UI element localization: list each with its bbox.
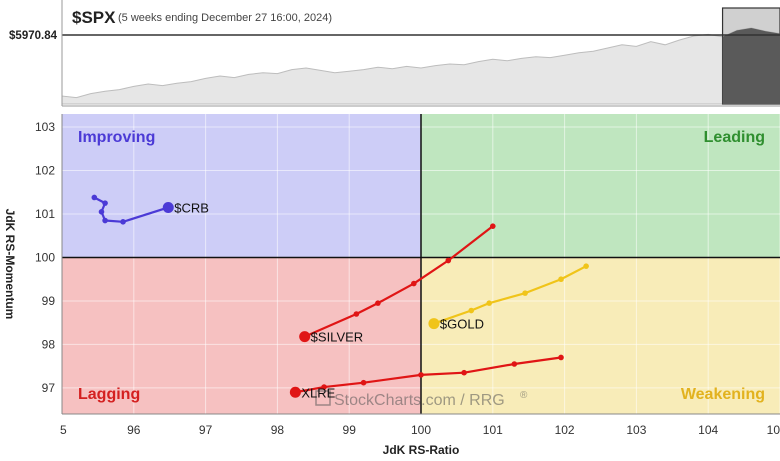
series-point	[102, 200, 108, 206]
watermark-text: StockCharts.com / RRG	[334, 392, 505, 409]
x-tick-label: 5	[60, 423, 67, 437]
series-point	[120, 219, 126, 225]
benchmark-panel: $SPX (5 weeks ending December 27 16:00, …	[9, 0, 780, 107]
series-head-gold[interactable]	[428, 318, 440, 330]
series-label-xlre: XLRE	[301, 385, 335, 400]
y-tick-label: 98	[42, 337, 56, 351]
x-tick-label: 103	[626, 423, 646, 437]
y-tick-label: 97	[42, 381, 56, 395]
series-point	[558, 354, 564, 361]
period-label: (5 weeks ending December 27 16:00, 2024)	[118, 12, 332, 24]
series-point	[102, 217, 108, 224]
symbol-label: $SPX	[72, 8, 116, 27]
series-xlre[interactable]: XLRE	[289, 354, 564, 401]
series-point	[360, 379, 367, 386]
quadrant-label-leading: Leading	[704, 129, 765, 146]
y-tick-label: 103	[35, 120, 55, 134]
spx-highlight-area	[722, 28, 780, 104]
quadrant-label-weakening: Weakening	[681, 386, 765, 403]
series-point	[98, 209, 105, 215]
series-gold[interactable]: $GOLD	[428, 263, 589, 332]
y-tick-label: 101	[35, 207, 55, 221]
series-point	[353, 311, 360, 317]
series-line-silver	[304, 225, 494, 338]
quadrant-leading	[421, 114, 780, 258]
series-head-crb[interactable]	[162, 201, 174, 213]
axes: 5 96 97 98 99 100 101 102 103 104 10 97 98 99 100 101 1…	[3, 114, 780, 457]
quadrant-improving	[62, 114, 421, 258]
y-ticks: 97 98 99 100 101 102 103	[35, 120, 55, 395]
series-point	[522, 290, 528, 296]
series-point	[375, 300, 381, 306]
series-point	[461, 369, 467, 376]
x-tick-label: 104	[698, 423, 718, 437]
series-label-crb: $CRB	[174, 200, 209, 215]
y-axis-label: JdK RS-Momentum	[3, 209, 17, 320]
spx-area	[61, 27, 780, 105]
quadrant-label-improving: Improving	[78, 129, 155, 146]
series-layer: $CRB $SILVER $GOLD XLRE	[91, 194, 589, 401]
series-point	[321, 384, 327, 390]
x-tick-label: 10	[767, 423, 780, 437]
x-axis-label: JdK RS-Ratio	[383, 443, 460, 457]
y-tick-label: 99	[42, 294, 56, 308]
series-head-xlre[interactable]	[289, 386, 301, 398]
quadrant-label-lagging: Lagging	[78, 386, 140, 403]
series-point	[486, 300, 493, 306]
price-label: $5970.84	[9, 30, 58, 42]
x-tick-label: 96	[127, 423, 141, 437]
series-point	[511, 361, 518, 367]
series-label-silver: $SILVER	[311, 330, 364, 345]
series-point	[411, 280, 417, 287]
series-label-gold: $GOLD	[440, 317, 484, 332]
x-tick-label: 98	[271, 423, 285, 437]
series-point	[418, 372, 424, 378]
x-tick-label: 100	[411, 423, 431, 437]
series-silver[interactable]: $SILVER	[299, 223, 496, 345]
series-point	[91, 194, 98, 201]
series-point	[583, 263, 589, 269]
y-tick-label: 100	[35, 250, 55, 264]
registered-mark: ®	[520, 390, 528, 401]
series-crb[interactable]: $CRB	[91, 194, 209, 225]
series-point	[558, 276, 564, 283]
stockcharts-logo-icon	[315, 390, 331, 406]
series-line-gold	[433, 265, 587, 325]
series-head-silver[interactable]	[299, 331, 311, 343]
x-tick-label: 99	[343, 423, 357, 437]
x-tick-label: 97	[199, 423, 213, 437]
quadrants: Improving Leading Lagging Weakening	[61, 114, 780, 414]
x-tick-label: 101	[483, 423, 503, 437]
watermark: StockCharts.com / RRG ®	[315, 390, 528, 409]
x-tick-label: 102	[555, 423, 575, 437]
series-point	[468, 307, 475, 314]
x-ticks: 5 96 97 98 99 100 101 102 103 104 10	[60, 423, 780, 437]
series-point	[445, 257, 452, 264]
series-point	[490, 223, 496, 229]
y-tick-label: 102	[35, 164, 55, 178]
